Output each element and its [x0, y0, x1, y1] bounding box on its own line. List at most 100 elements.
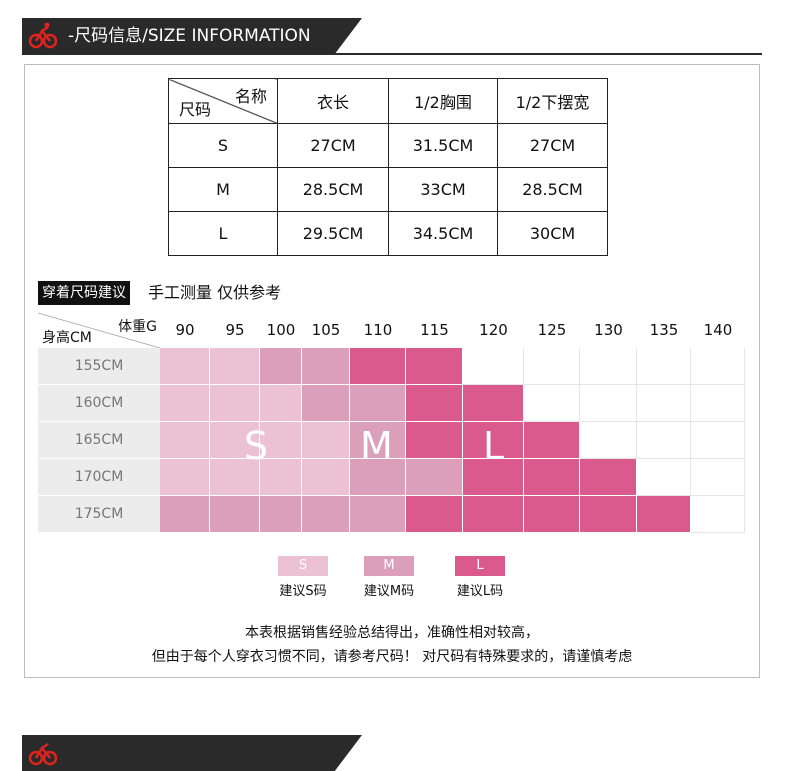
col-header: 1/2下摆宽	[497, 78, 608, 124]
size-table: 名称 尺码 衣长 1/2胸围 1/2下摆宽 S 27CM 31.5CM 27CM…	[168, 78, 608, 256]
grid-cell-l	[463, 496, 524, 533]
grid-cell-s	[260, 459, 302, 496]
height-label: 155CM	[38, 348, 160, 385]
table-cell: 30CM	[497, 211, 608, 256]
recommend-tag: 穿着尺码建议	[38, 281, 130, 305]
grid-cell-empty	[691, 422, 745, 459]
section-header: -尺码信息/SIZE INFORMATION	[22, 18, 362, 54]
table-cell: 31.5CM	[388, 123, 498, 168]
grid-cell-empty	[691, 496, 745, 533]
size-recommendation-grid: 90 95 100 105 110 115 120 125 130 135 140 155CM 160C…	[38, 313, 745, 539]
grid-cell-s	[210, 385, 260, 422]
grid-cell-empty	[637, 385, 691, 422]
grid-cell-empty	[691, 348, 745, 385]
table-row: M 28.5CM 33CM 28.5CM	[168, 167, 608, 212]
col-header: 衣长	[277, 78, 389, 124]
weight-header: 120	[479, 321, 508, 339]
grid-corner: 体重G 身高CM	[38, 313, 160, 348]
size-table-corner: 名称 尺码	[168, 78, 278, 124]
table-row: S 27CM 31.5CM 27CM	[168, 123, 608, 168]
weight-header: 125	[537, 321, 567, 339]
grid-cell-s	[302, 459, 350, 496]
footnote-line-2: 但由于每个人穿衣习惯不同，请参考尺码！ 对尺码有特殊要求的，请谨慎考虑	[151, 649, 633, 665]
grid-cell-empty	[524, 348, 580, 385]
grid-cell-l	[463, 422, 524, 459]
grid-cell-m	[350, 385, 406, 422]
legend-item-s: S 建议S码	[278, 556, 328, 599]
legend-swatch: M	[364, 556, 414, 576]
grid-cell-empty	[637, 459, 691, 496]
legend-label: 建议M码	[363, 584, 415, 599]
grid-cell-s	[210, 348, 260, 385]
grid-cell-m	[302, 385, 350, 422]
grid-cell-l	[637, 496, 691, 533]
grid-cell-l	[580, 459, 637, 496]
legend-item-m: M 建议M码	[364, 556, 414, 599]
grid-cell-l	[463, 459, 524, 496]
grid-cell-empty	[524, 385, 580, 422]
grid-cell-s	[160, 385, 210, 422]
grid-cell-s	[210, 422, 260, 459]
recommend-note: 手工测量 仅供参考	[148, 283, 282, 302]
legend-label: 建议L码	[456, 584, 504, 599]
size-label: L	[168, 211, 278, 256]
weight-header: 115	[420, 321, 449, 339]
weight-header: 135	[649, 321, 679, 339]
table-cell: 33CM	[388, 167, 498, 212]
footnote-line-1: 本表根据销售经验总结得出，准确性相对较高，	[245, 625, 539, 641]
weight-header: 140	[703, 321, 733, 339]
corner-name-label: 名称	[234, 87, 267, 106]
grid-cell-m	[302, 496, 350, 533]
grid-cell-empty	[580, 422, 637, 459]
table-row: L 29.5CM 34.5CM 30CM	[168, 211, 608, 256]
corner-size-label: 尺码	[179, 100, 212, 119]
legend-swatch: S	[278, 556, 328, 576]
grid-cell-empty	[637, 348, 691, 385]
legend-item-l: L 建议L码	[455, 556, 505, 599]
grid-cell-empty	[580, 385, 637, 422]
weight-header: 100	[266, 321, 296, 339]
grid-cell-l	[524, 422, 580, 459]
grid-cell-m	[350, 496, 406, 533]
grid-cell-m	[406, 459, 463, 496]
grid-cell-s	[210, 459, 260, 496]
overlay-letter-s: S	[244, 424, 269, 468]
table-cell: 28.5CM	[277, 167, 389, 212]
table-cell: 27CM	[277, 123, 389, 168]
table-cell: 28.5CM	[497, 167, 608, 212]
grid-cell-l	[580, 496, 637, 533]
table-cell: 27CM	[497, 123, 608, 168]
grid-cell-l	[406, 496, 463, 533]
grid-cell-l	[463, 385, 524, 422]
legend-swatch: L	[455, 556, 505, 576]
weight-header: 90	[175, 321, 195, 339]
height-label: 175CM	[38, 496, 160, 533]
height-label: 170CM	[38, 459, 160, 496]
next-section-header	[22, 735, 362, 771]
grid-cell-l	[524, 496, 580, 533]
size-label: S	[168, 123, 278, 168]
cyclist-logo-icon	[28, 22, 58, 49]
grid-cell-l	[406, 422, 463, 459]
height-label: 165CM	[38, 422, 160, 459]
grid-cell-s	[160, 459, 210, 496]
table-cell: 29.5CM	[277, 211, 389, 256]
grid-cell-m	[350, 459, 406, 496]
grid-cell-s	[260, 385, 302, 422]
cyclist-logo-icon	[28, 742, 58, 766]
col-header: 1/2胸围	[388, 78, 498, 124]
weight-header: 110	[363, 321, 393, 339]
section-title: -尺码信息/SIZE INFORMATION	[68, 26, 311, 46]
weight-header: 105	[311, 321, 341, 339]
grid-cell-l	[406, 385, 463, 422]
grid-cell-s	[160, 422, 210, 459]
weight-header: 130	[594, 321, 623, 339]
grid-cell-s	[302, 422, 350, 459]
grid-cell-empty	[580, 348, 637, 385]
legend-label: 建议S码	[279, 584, 327, 599]
grid-cell-l	[524, 459, 580, 496]
overlay-letter-m: M	[360, 424, 393, 468]
grid-cell-m	[160, 496, 210, 533]
grid-cell-l	[350, 348, 406, 385]
weight-axis-label: 体重G	[118, 319, 157, 335]
